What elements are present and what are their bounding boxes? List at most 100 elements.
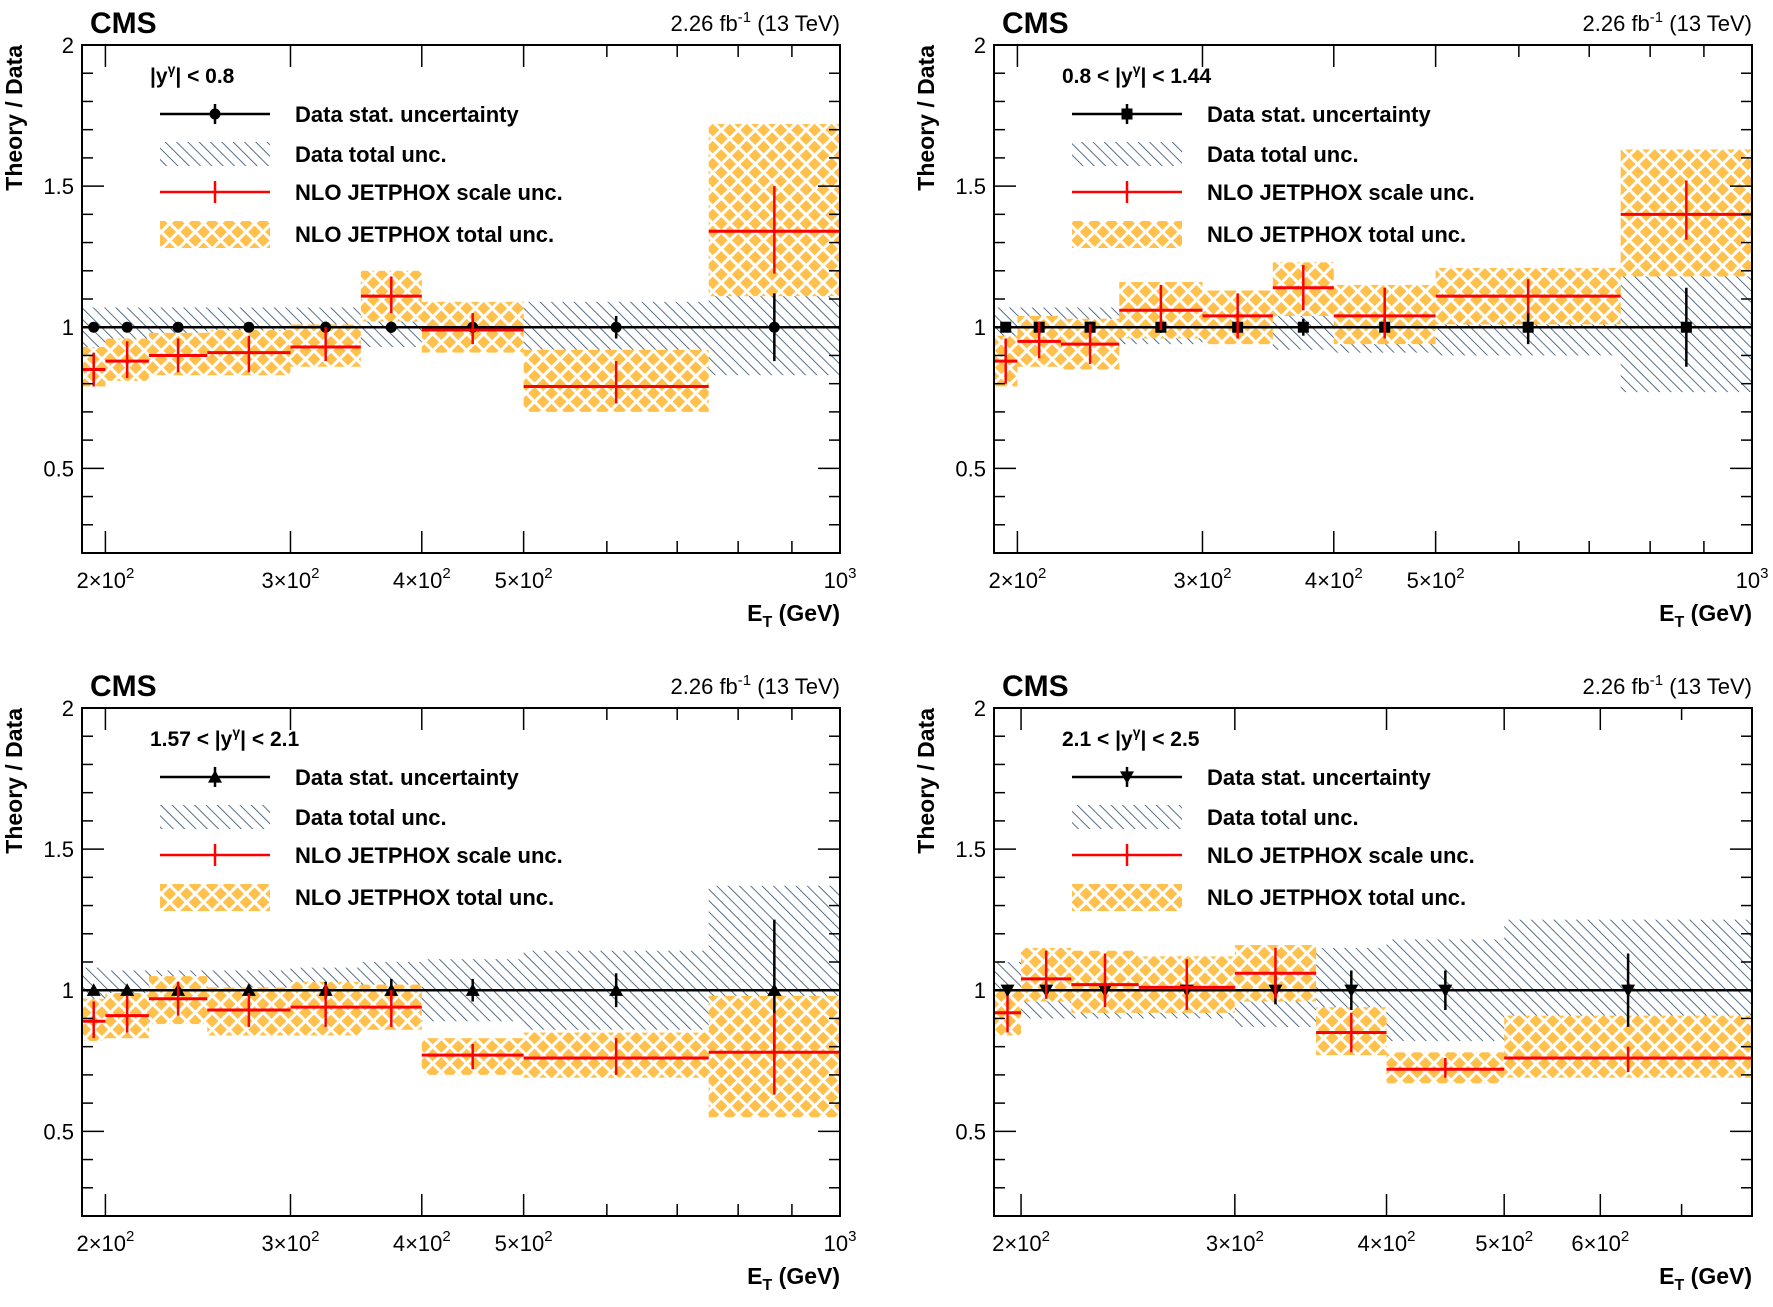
x-axis-label: ET (GeV) (747, 1263, 840, 1294)
data-point-6 (384, 983, 399, 996)
data-point-8 (1522, 321, 1534, 333)
x-tick-label: 4×102 (393, 1228, 451, 1256)
legend-stat-marker (209, 108, 221, 120)
data-point-6 (1344, 984, 1359, 998)
legend-data-total-label: Data total unc. (295, 805, 447, 830)
legend-stat-marker (208, 770, 222, 783)
legend-data-total-swatch (1072, 142, 1182, 166)
data-point-7 (465, 983, 480, 996)
y-tick-label: 2 (62, 696, 74, 721)
y-tick-label: 1 (62, 978, 74, 1003)
plot-area (994, 149, 1752, 393)
legend: Data stat. uncertainty Data total unc. NLO… (160, 102, 563, 248)
legend-data-total-swatch (160, 805, 270, 829)
y-tick-label: 0.5 (955, 1119, 986, 1144)
legend-theory-total-swatch (160, 221, 270, 248)
y-tick-label: 0.5 (955, 456, 986, 481)
x-tick-label: 3×102 (262, 1228, 320, 1256)
legend-stat-label: Data stat. uncertainty (1207, 102, 1431, 127)
legend-data-total-label: Data total unc. (295, 142, 447, 167)
legend-theory-total-label: NLO JETPHOX total unc. (295, 222, 554, 247)
y-tick-label: 1 (974, 978, 986, 1003)
data-point-2 (121, 321, 133, 333)
data-point-4 (241, 983, 256, 996)
cms-label: CMS (90, 7, 157, 40)
x-tick-label: 2×102 (992, 1228, 1050, 1256)
legend-data-total-label: Data total unc. (1207, 805, 1359, 830)
x-tick-label: 3×102 (1206, 1228, 1264, 1256)
x-tick-label: 3×102 (262, 565, 320, 593)
data-point-9 (768, 321, 780, 333)
x-tick-label: 103 (824, 1228, 857, 1256)
x-tick-label: 4×102 (1358, 1228, 1416, 1256)
legend-stat-label: Data stat. uncertainty (295, 765, 519, 790)
lumi-label: 2.26 fb-1 (13 TeV) (671, 672, 840, 699)
y-tick-label: 0.5 (43, 456, 74, 481)
panel-3: 0.5 1 1.5 2 2×102 3×102 4×102 5×102 103 ET (GeV) T… (1, 670, 856, 1294)
x-tick-label: 5×102 (1475, 1228, 1533, 1256)
lumi-label: 2.26 fb-1 (13 TeV) (1583, 9, 1752, 36)
data-point-9 (767, 983, 782, 996)
x-tick-label: 2×102 (76, 1228, 134, 1256)
y-tick-label: 1.5 (955, 837, 986, 862)
legend: Data stat. uncertainty Data total unc. NLO… (1072, 102, 1475, 248)
legend-theory-total-swatch (1072, 221, 1182, 248)
x-axis-label: ET (GeV) (1659, 600, 1752, 631)
x-axis-label: ET (GeV) (1659, 1263, 1752, 1294)
legend-stat-marker (1120, 771, 1134, 784)
x-tick-label: 5×102 (495, 565, 553, 593)
x-tick-label: 103 (1736, 565, 1769, 593)
legend-theory-total-swatch (160, 884, 270, 911)
legend-scale-label: NLO JETPHOX scale unc. (1207, 843, 1475, 868)
data-point-7 (1438, 984, 1453, 998)
lumi-label: 2.26 fb-1 (13 TeV) (1583, 672, 1752, 699)
x-tick-label: 6×102 (1571, 1228, 1629, 1256)
x-axis-label: ET (GeV) (747, 600, 840, 631)
cms-label: CMS (1002, 7, 1069, 40)
data-point-9 (1680, 321, 1692, 333)
x-tick-label: 5×102 (495, 1228, 553, 1256)
y-tick-label: 2 (974, 696, 986, 721)
legend-stat-marker (1121, 108, 1133, 120)
x-tick-label: 4×102 (393, 565, 451, 593)
rapidity-range-label: 1.57 < |yγ| < 2.1 (150, 724, 299, 751)
legend-stat-label: Data stat. uncertainty (295, 102, 519, 127)
x-tick-label: 2×102 (988, 565, 1046, 593)
legend-scale-label: NLO JETPHOX scale unc. (1207, 180, 1475, 205)
data-point-2 (120, 983, 135, 996)
y-axis-label: Theory / Data (1, 45, 27, 191)
data-point-4 (243, 321, 255, 333)
data-point-8 (1621, 984, 1636, 998)
data-point-8 (610, 321, 622, 333)
lumi-label: 2.26 fb-1 (13 TeV) (671, 9, 840, 36)
panel-1: 0.5 1 1.5 2 2×102 3×102 4×102 5×102 103 ET (GeV) T… (1, 7, 856, 631)
y-axis-label: Theory / Data (1, 708, 27, 854)
legend-scale-label: NLO JETPHOX scale unc. (295, 843, 563, 868)
y-tick-label: 1 (974, 315, 986, 340)
x-tick-label: 5×102 (1407, 565, 1465, 593)
x-tick-label: 103 (824, 565, 857, 593)
panel-4: 0.5 1 1.5 2 2×102 3×102 4×102 5×102 6×102 ET (GeV… (913, 670, 1753, 1294)
plot-area (994, 919, 1752, 1084)
plot-area (82, 885, 840, 1118)
rapidity-range-label: 2.1 < |yγ| < 2.5 (1062, 724, 1200, 751)
data-point-6 (1297, 321, 1309, 333)
data-point-6 (385, 321, 397, 333)
legend-theory-total-swatch (1072, 884, 1182, 911)
legend-theory-total-label: NLO JETPHOX total unc. (1207, 885, 1466, 910)
legend-data-total-label: Data total unc. (1207, 142, 1359, 167)
y-tick-label: 2 (62, 33, 74, 58)
y-tick-label: 1 (62, 315, 74, 340)
legend-theory-total-label: NLO JETPHOX total unc. (295, 885, 554, 910)
cms-label: CMS (90, 670, 157, 703)
legend-stat-label: Data stat. uncertainty (1207, 765, 1431, 790)
rapidity-range-label: |yγ| < 0.8 (150, 61, 235, 88)
data-point-3 (172, 321, 184, 333)
y-tick-label: 1.5 (43, 174, 74, 199)
y-axis-label: Theory / Data (913, 708, 939, 854)
data-point-8 (609, 983, 624, 996)
y-tick-label: 1.5 (955, 174, 986, 199)
legend-theory-total-label: NLO JETPHOX total unc. (1207, 222, 1466, 247)
legend-scale-label: NLO JETPHOX scale unc. (295, 180, 563, 205)
